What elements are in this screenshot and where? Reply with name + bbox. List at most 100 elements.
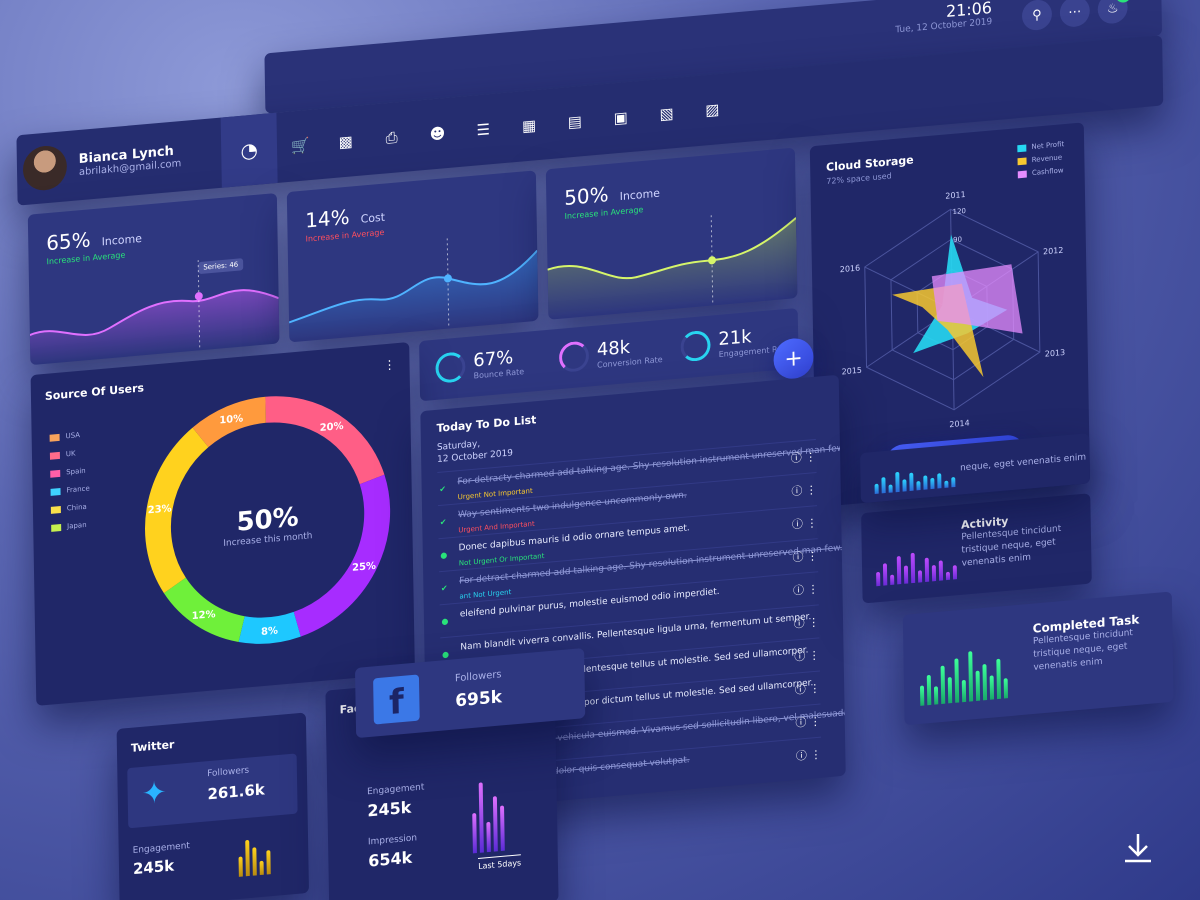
donut-label: 25% <box>352 561 376 574</box>
legend-japan: Japan <box>67 520 87 531</box>
check-icon[interactable]: ● <box>440 550 448 561</box>
search-button[interactable]: ⚲ <box>1021 0 1053 32</box>
print-icon[interactable]: ⎙ <box>385 128 398 148</box>
image-icon[interactable]: ▣ <box>613 108 628 128</box>
bar <box>895 471 900 493</box>
notifications-button[interactable]: ♨ 23 <box>1097 0 1132 25</box>
check-icon[interactable]: ✔ <box>439 517 447 528</box>
bar <box>923 475 928 490</box>
info-icon[interactable]: ⓘ ⋮ <box>795 747 822 763</box>
conversion-ring <box>558 340 590 374</box>
source-legend: USA UK Spain France China Japan <box>49 430 91 542</box>
facebook-period: Last 5days <box>478 854 522 872</box>
bar <box>937 473 942 489</box>
radar-ring-120: 120 <box>953 207 966 216</box>
twitter-card: Twitter ✦ Followers 261.6k Engagement 24… <box>116 712 309 900</box>
radar-chart: 2011 2012 2013 2014 2015 2016 120 90 <box>840 190 1065 429</box>
bounce-ring <box>435 351 466 384</box>
bar <box>492 796 498 852</box>
kpi-income2-chart <box>547 215 798 320</box>
radar-axis-2016: 2016 <box>840 263 860 274</box>
bar-chart-icon[interactable]: ▩ <box>338 132 353 152</box>
radar-ring-90: 90 <box>953 235 962 244</box>
list-icon[interactable]: ☰ <box>476 120 491 140</box>
activity-bars <box>876 549 958 587</box>
bar <box>954 658 960 703</box>
twitter-engagement-value: 245k <box>132 856 175 879</box>
twitter-bird-icon: ✦ <box>141 774 168 813</box>
bar <box>951 476 956 488</box>
bar <box>909 472 914 491</box>
bar <box>982 663 988 701</box>
calendar-alt-icon[interactable]: ▧ <box>659 104 674 124</box>
check-icon[interactable]: ● <box>441 616 449 627</box>
facebook-engagement-label: Engagement <box>367 782 425 798</box>
bar <box>266 850 271 875</box>
facebook-engagement-value: 245k <box>367 797 412 821</box>
download-icon[interactable] <box>1120 830 1156 866</box>
legend-france: France <box>66 484 90 495</box>
chat-icon: ⋯ <box>1068 3 1082 20</box>
donut-segment <box>163 577 246 643</box>
dashboard-board: 21:06 Tue, 12 October 2019 ⚲ ⋯ ♨ 23 Bian… <box>15 0 1174 900</box>
stat-conversion: 48k Conversion Rate <box>558 334 663 374</box>
nav-item-dashboard[interactable]: ◔ <box>220 112 278 188</box>
user-profile[interactable]: Bianca Lynch abrilakh@gmail.com <box>16 118 216 206</box>
bar <box>259 860 264 876</box>
bar <box>472 812 477 854</box>
archive-icon[interactable]: ▨ <box>705 100 720 120</box>
info-icon[interactable]: ⓘ ⋮ <box>791 516 818 532</box>
info-icon[interactable]: ⓘ ⋮ <box>790 449 817 466</box>
bar <box>919 685 925 706</box>
kpi-cost-value: 14% <box>305 204 350 233</box>
legend-revenue: Revenue <box>1031 153 1063 165</box>
clock: 21:06 Tue, 12 October 2019 <box>895 0 992 35</box>
chat-icon[interactable]: ☻ <box>429 124 446 144</box>
info-icon[interactable]: ⓘ ⋮ <box>795 714 821 730</box>
check-icon[interactable]: ✔ <box>439 484 447 494</box>
mini-activity-bars <box>874 467 956 495</box>
donut-label: 12% <box>192 609 216 622</box>
plus-icon: + <box>784 345 803 372</box>
kpi-income-chart <box>29 260 280 366</box>
info-icon[interactable]: ⓘ ⋮ <box>792 582 819 598</box>
bar <box>938 560 944 581</box>
info-icon[interactable]: ⓘ ⋮ <box>793 615 820 631</box>
bar <box>940 665 946 705</box>
bar <box>910 552 916 584</box>
legend-china: China <box>66 502 87 513</box>
info-icon[interactable]: ⓘ ⋮ <box>792 549 819 565</box>
kpi-cost-card: 14% Cost Increase in Average <box>286 170 539 343</box>
bar <box>903 565 909 584</box>
bell-icon: ♨ <box>1106 0 1119 17</box>
bar <box>952 565 958 580</box>
twitter-engagement-label: Engagement <box>132 841 190 857</box>
check-icon[interactable]: ✔ <box>440 583 448 594</box>
calendar-icon[interactable]: ▦ <box>521 116 537 136</box>
radar-axis-2014: 2014 <box>949 418 969 429</box>
bar <box>888 484 893 493</box>
donut-label: 23% <box>148 503 172 516</box>
messages-button[interactable]: ⋯ <box>1059 0 1091 29</box>
search-icon: ⚲ <box>1032 7 1042 23</box>
info-icon[interactable]: ⓘ ⋮ <box>791 483 817 499</box>
donut-label: 20% <box>320 421 344 434</box>
source-of-users-card: Source Of Users USA UK Spain France Chin… <box>30 342 415 706</box>
facebook-impression-value: 654k <box>368 847 413 871</box>
bar <box>961 679 967 703</box>
info-icon[interactable]: ⓘ ⋮ <box>794 681 821 697</box>
document-icon[interactable]: ▤ <box>567 112 583 132</box>
mini-activity-text: neque, eget venenatis enim <box>959 452 1087 474</box>
bar <box>876 571 881 587</box>
activity-card: Activity Pellentesque tincidunt tristiqu… <box>861 493 1092 604</box>
bar <box>896 555 902 585</box>
radar-axis-2013: 2013 <box>1045 348 1065 359</box>
info-icon[interactable]: ⓘ ⋮ <box>794 648 820 664</box>
stat-bounce: 67% Bounce Rate <box>435 346 524 384</box>
bar <box>902 479 907 492</box>
donut-segment <box>293 474 391 637</box>
cart-icon[interactable]: 🛒 <box>290 135 310 156</box>
twitter-bars <box>238 838 271 877</box>
facebook-impression-label: Impression <box>367 833 418 848</box>
